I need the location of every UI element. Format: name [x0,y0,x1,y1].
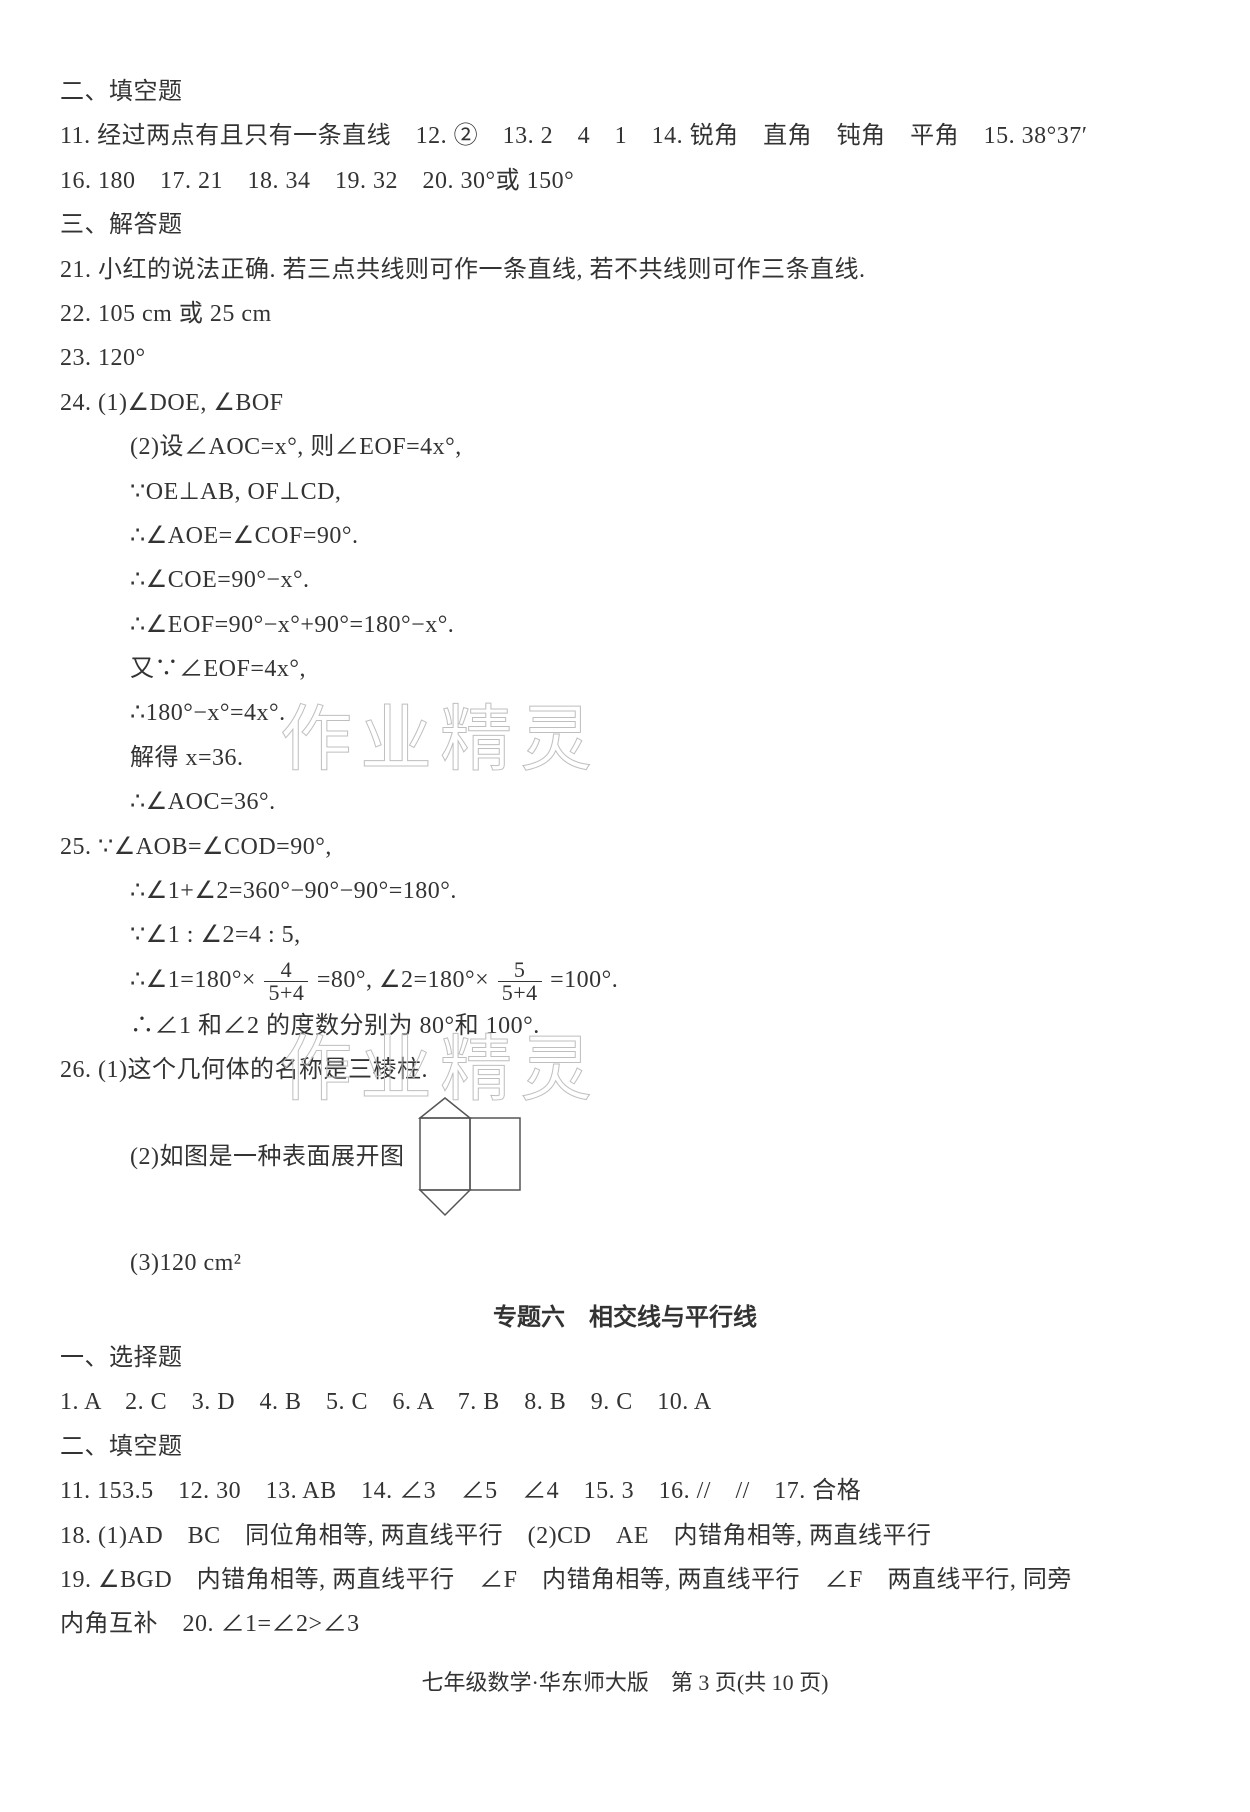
frac1-den: 5+4 [264,982,308,1004]
topic6-title: 专题六 相交线与平行线 [60,1297,1190,1332]
answer-q24-6: ∴∠EOF=90°−x°+90°=180°−x°. [60,603,1190,647]
topic6-q19b: 内角互补 20. ∠1=∠2>∠3 [60,1602,1190,1646]
answer-q24-8: ∴180°−x°=4x°. [60,691,1190,735]
answer-q25-3: ∵∠1 : ∠2=4 : 5, [60,913,1190,957]
prism-net-figure [412,1093,522,1223]
answer-q24-7: 又∵∠EOF=4x°, [60,647,1190,691]
answer-q24-2: (2)设∠AOC=x°, 则∠EOF=4x°, [60,425,1190,469]
answer-q24-10: ∴∠AOC=36°. [60,780,1190,824]
answer-q26-2-row: (2)如图是一种表面展开图 [60,1093,1190,1223]
answer-q25-1: 25. ∵∠AOB=∠COD=90°, [60,825,1190,869]
answer-q25-4: ∴∠1=180°× 4 5+4 =80°, ∠2=180°× 5 5+4 =10… [60,958,1190,1004]
answer-q24-3: ∵OE⊥AB, OF⊥CD, [60,470,1190,514]
topic6-section1-answers: 1. A 2. C 3. D 4. B 5. C 6. A 7. B 8. B … [60,1380,1190,1424]
topic6-section1-header: 一、选择题 [60,1336,1190,1380]
section2-header: 二、填空题 [60,70,1190,114]
answer-q23: 23. 120° [60,336,1190,380]
answer-q24-4: ∴∠AOE=∠COF=90°. [60,514,1190,558]
topic6-q18: 18. (1)AD BC 同位角相等, 两直线平行 (2)CD AE 内错角相等… [60,1514,1190,1558]
answer-q26-2: (2)如图是一种表面展开图 [130,1135,404,1179]
q25-4c: =100°. [550,967,618,993]
section3-header: 三、解答题 [60,203,1190,247]
frac2-den: 5+4 [498,982,542,1004]
frac2-num: 5 [498,959,542,982]
fraction-2: 5 5+4 [498,959,542,1004]
answer-q24-5: ∴∠COE=90°−x°. [60,558,1190,602]
answer-q25-2: ∴∠1+∠2=360°−90°−90°=180°. [60,869,1190,913]
answer-q22: 22. 105 cm 或 25 cm [60,292,1190,336]
answer-q11: 11. 经过两点有且只有一条直线 12. ② 13. 2 4 1 14. 锐角 … [60,114,1190,158]
page-footer: 七年级数学·华东师大版 第 3 页(共 10 页) [60,1665,1190,1697]
answer-q26-1: 26. (1)这个几何体的名称是三棱柱. [60,1048,1190,1092]
fraction-1: 4 5+4 [264,959,308,1004]
topic6-q11: 11. 153.5 12. 30 13. AB 14. ∠3 ∠5 ∠4 15.… [60,1469,1190,1513]
answer-q21: 21. 小红的说法正确. 若三点共线则可作一条直线, 若不共线则可作三条直线. [60,248,1190,292]
topic6-section2-header: 二、填空题 [60,1425,1190,1469]
answer-q24-9: 解得 x=36. [60,736,1190,780]
answer-q26-3: (3)120 cm² [60,1241,1190,1285]
answer-q24-1: 24. (1)∠DOE, ∠BOF [60,381,1190,425]
frac1-num: 4 [264,959,308,982]
answer-q25-5: ∴∠1 和∠2 的度数分别为 80°和 100°. [60,1004,1190,1048]
topic6-q19: 19. ∠BGD 内错角相等, 两直线平行 ∠F 内错角相等, 两直线平行 ∠F… [60,1558,1190,1602]
q25-4b: =80°, ∠2=180°× [317,967,489,993]
q25-4a: ∴∠1=180°× [130,967,256,993]
answer-q16: 16. 180 17. 21 18. 34 19. 32 20. 30°或 15… [60,159,1190,203]
